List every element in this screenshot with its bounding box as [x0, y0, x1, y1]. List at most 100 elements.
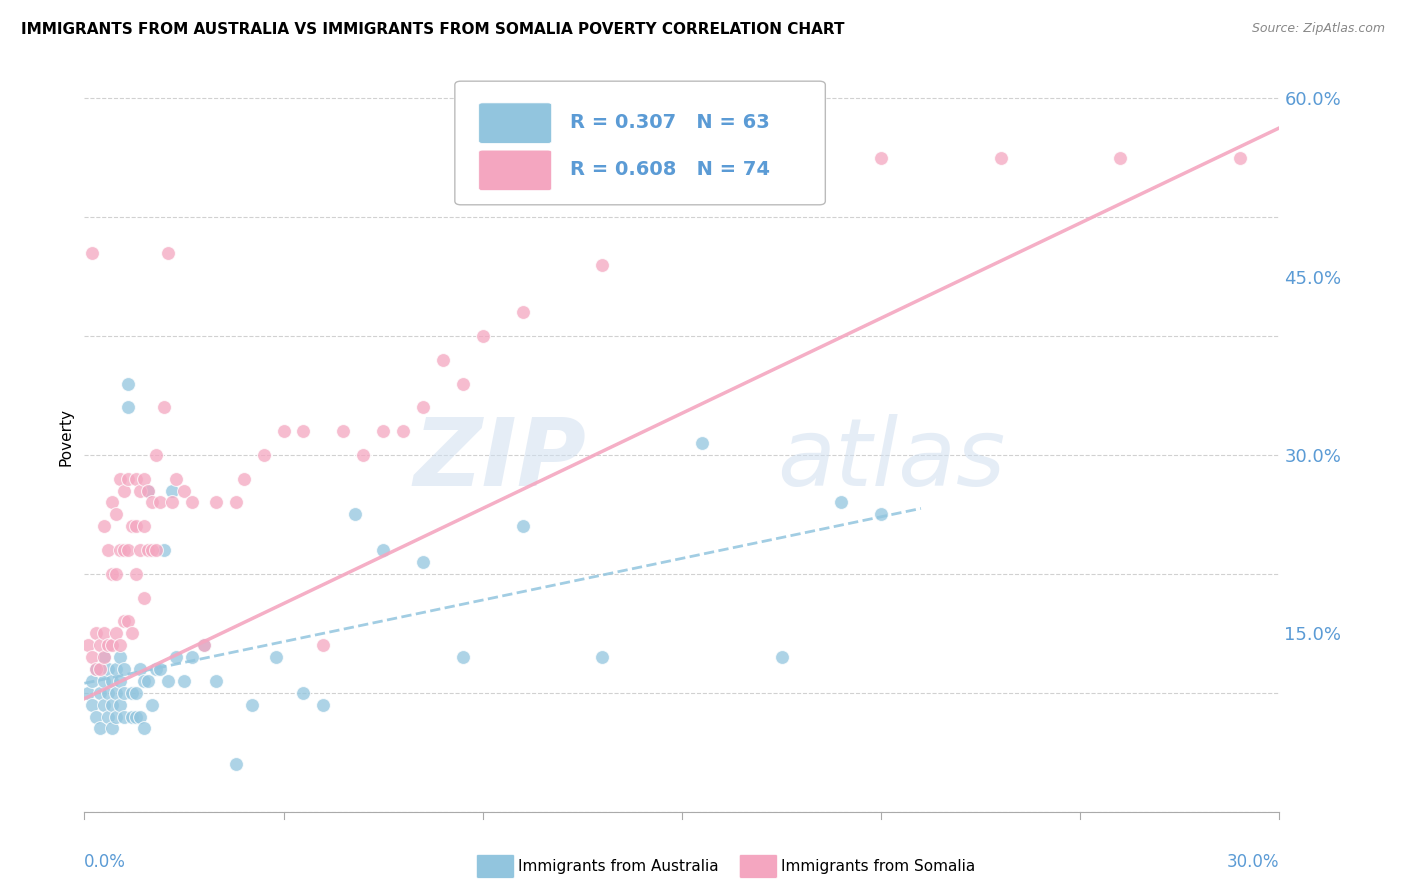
FancyBboxPatch shape — [479, 150, 551, 191]
Point — [352, 448, 374, 462]
Text: 30.0%: 30.0% — [1227, 853, 1279, 871]
Point — [232, 472, 254, 486]
Point — [141, 543, 163, 558]
Point — [451, 376, 474, 391]
Text: R = 0.307   N = 63: R = 0.307 N = 63 — [569, 113, 769, 132]
Point — [112, 615, 135, 629]
Point — [373, 543, 395, 558]
Point — [112, 662, 135, 676]
Point — [165, 472, 187, 486]
Point — [121, 626, 143, 640]
Point — [292, 686, 315, 700]
Point — [132, 519, 156, 533]
Point — [110, 698, 132, 712]
Text: atlas: atlas — [778, 414, 1005, 505]
Point — [751, 174, 773, 188]
Point — [870, 508, 893, 522]
Point — [292, 424, 315, 438]
Point — [870, 151, 893, 165]
Point — [451, 650, 474, 665]
Point — [136, 673, 159, 688]
Point — [93, 698, 115, 712]
Point — [591, 650, 613, 665]
Text: R = 0.608   N = 74: R = 0.608 N = 74 — [569, 160, 769, 179]
Point — [129, 483, 152, 498]
Point — [240, 698, 263, 712]
Point — [173, 673, 195, 688]
Point — [86, 662, 108, 676]
Point — [332, 424, 354, 438]
Point — [105, 709, 128, 723]
Point — [117, 376, 139, 391]
Point — [112, 483, 135, 498]
Point — [193, 638, 215, 652]
Point — [125, 709, 148, 723]
Point — [830, 495, 852, 509]
Point — [471, 329, 494, 343]
Point — [93, 673, 115, 688]
FancyBboxPatch shape — [456, 81, 825, 205]
Point — [432, 352, 454, 367]
Point — [117, 615, 139, 629]
Point — [145, 543, 167, 558]
Point — [671, 151, 693, 165]
Point — [82, 698, 104, 712]
Point — [105, 662, 128, 676]
Point — [89, 638, 111, 652]
Point — [125, 566, 148, 581]
Point — [125, 472, 148, 486]
Point — [101, 698, 124, 712]
Point — [145, 662, 167, 676]
Point — [117, 401, 139, 415]
Point — [1229, 151, 1251, 165]
Point — [89, 722, 111, 736]
Point — [412, 555, 434, 569]
Point — [97, 686, 120, 700]
Point — [105, 626, 128, 640]
Point — [132, 472, 156, 486]
Text: Immigrants from Somalia: Immigrants from Somalia — [782, 859, 976, 874]
Point — [101, 495, 124, 509]
Point — [312, 698, 335, 712]
Text: 0.0%: 0.0% — [84, 853, 127, 871]
Point — [205, 673, 228, 688]
Point — [225, 495, 247, 509]
Point — [157, 245, 180, 260]
Point — [82, 673, 104, 688]
Text: Immigrants from Australia: Immigrants from Australia — [519, 859, 718, 874]
Point — [101, 673, 124, 688]
Point — [132, 591, 156, 605]
Point — [82, 650, 104, 665]
Point — [512, 519, 534, 533]
Text: ZIP: ZIP — [413, 414, 586, 506]
Point — [136, 543, 159, 558]
Point — [253, 448, 276, 462]
Point — [97, 638, 120, 652]
Point — [105, 566, 128, 581]
Point — [86, 626, 108, 640]
Point — [160, 495, 183, 509]
Point — [125, 519, 148, 533]
Point — [105, 686, 128, 700]
Point — [86, 709, 108, 723]
Point — [129, 709, 152, 723]
Point — [412, 401, 434, 415]
Point — [373, 424, 395, 438]
Point — [125, 686, 148, 700]
Point — [344, 508, 367, 522]
Point — [110, 650, 132, 665]
Text: Source: ZipAtlas.com: Source: ZipAtlas.com — [1251, 22, 1385, 36]
Point — [112, 686, 135, 700]
Point — [89, 662, 111, 676]
Point — [157, 673, 180, 688]
Point — [117, 472, 139, 486]
Point — [193, 638, 215, 652]
Point — [770, 650, 793, 665]
Point — [93, 650, 115, 665]
Point — [121, 519, 143, 533]
Point — [77, 686, 100, 700]
Point — [132, 673, 156, 688]
Point — [312, 638, 335, 652]
Point — [101, 722, 124, 736]
Point — [110, 543, 132, 558]
